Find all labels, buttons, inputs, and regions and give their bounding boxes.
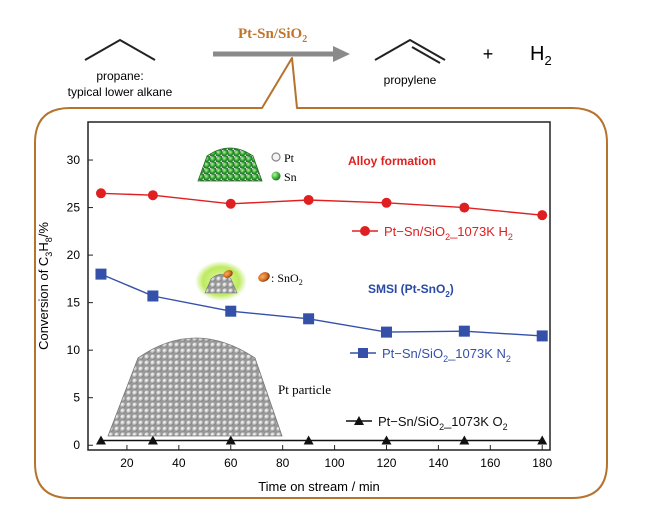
x-tick-label: 20 [120, 456, 134, 470]
data-point-1 [147, 290, 159, 302]
y-tick-label: 0 [73, 438, 80, 452]
series-line-1 [100, 273, 543, 337]
data-point-1 [225, 305, 237, 317]
data-point-2 [225, 435, 236, 445]
propylene-label: propylene [384, 73, 437, 87]
y-tick-label: 30 [67, 153, 81, 167]
hydrogen-label: H2 [530, 43, 552, 68]
legend-n2-marker [358, 348, 368, 358]
data-point-2 [537, 435, 548, 445]
sno2-label: : SnO2 [271, 271, 303, 287]
sn-atom-label: Sn [284, 170, 297, 184]
catalyst-label: Pt-Sn/SiO2 [238, 26, 307, 45]
sno2-icon [258, 272, 270, 282]
y-tick-label: 15 [67, 296, 81, 310]
series-layer [95, 188, 548, 445]
legend-h2-marker [360, 226, 370, 236]
data-point-0 [537, 210, 548, 221]
data-point-2 [459, 435, 470, 445]
x-tick-label: 120 [376, 456, 396, 470]
x-tick-label: 40 [172, 456, 186, 470]
y-tick-label: 20 [67, 248, 81, 262]
y-axis-label: Conversion of C3H8/% [36, 222, 54, 350]
data-point-0 [459, 202, 470, 213]
data-point-1 [458, 325, 470, 337]
series-line-0 [100, 192, 543, 216]
reaction-arrow-head [333, 46, 350, 62]
propane-label-line1: propane: [96, 69, 143, 83]
plot-area [87, 121, 551, 451]
propane-label-line2: typical lower alkane [68, 85, 173, 99]
propylene-double-bond [411, 46, 441, 64]
data-point-2 [303, 435, 314, 445]
pt-atom-icon [271, 152, 281, 162]
data-point-1 [95, 268, 107, 280]
data-point-1 [380, 326, 392, 338]
data-point-1 [303, 313, 315, 325]
conversion-chart: 20 40 60 80 100 120 140 160 180 0 5 10 15 20 25 30 Time… [36, 121, 553, 494]
legend-h2-text: Pt−Sn/SiO2_1073K H2 [384, 224, 513, 242]
x-tick-label: 140 [428, 456, 448, 470]
data-point-2 [147, 435, 158, 445]
reaction-scheme: propane: typical lower alkane Pt-Sn/SiO2… [68, 26, 552, 99]
pt-atom-label: Pt [284, 151, 295, 165]
x-tick-label: 100 [325, 456, 345, 470]
y-tick-label: 5 [73, 391, 80, 405]
pt-particle-illustration [107, 337, 283, 437]
data-point-1 [536, 330, 548, 342]
sno2-legend: : SnO2 [258, 271, 303, 287]
data-point-0 [225, 198, 236, 209]
data-point-0 [381, 197, 392, 208]
smsi-annotation: SMSI (Pt-SnO2) [368, 282, 454, 299]
x-tick-label: 60 [224, 456, 238, 470]
data-point-0 [147, 190, 158, 201]
alloy-formation-annotation: Alloy formation [348, 154, 436, 168]
pt-particle-label: Pt particle [278, 382, 331, 397]
data-point-2 [95, 435, 106, 445]
legend-n2: Pt−Sn/SiO2_1073K N2 [350, 346, 511, 364]
atom-legend: Pt Sn [271, 151, 297, 184]
propane-skeletal-structure [84, 38, 156, 61]
y-tick-label: 25 [67, 201, 81, 215]
smsi-particle-illustration [195, 261, 247, 301]
x-tick-label: 160 [480, 456, 500, 470]
x-tick-label: 180 [532, 456, 552, 470]
plus-sign: + [483, 44, 494, 64]
legend-n2-text: Pt−Sn/SiO2_1073K N2 [382, 346, 511, 364]
callout-frame [34, 57, 608, 499]
y-tick-label: 10 [67, 343, 81, 357]
sn-atom-icon [271, 171, 281, 181]
legend-h2: Pt−Sn/SiO2_1073K H2 [352, 224, 513, 242]
x-tick-label: 80 [276, 456, 290, 470]
legend-o2: Pt−Sn/SiO2_1073K O2 [346, 414, 508, 432]
propylene-skeletal-structure [374, 38, 446, 61]
data-point-0 [303, 194, 314, 205]
alloy-particle-illustration [197, 147, 263, 182]
axis-ticks: 20 40 60 80 100 120 140 160 180 0 5 10 15 20 25 30 [67, 153, 553, 470]
data-point-2 [381, 435, 392, 445]
legend-o2-text: Pt−Sn/SiO2_1073K O2 [378, 414, 508, 432]
x-axis-label: Time on stream / min [258, 479, 380, 494]
legend-o2-marker [354, 416, 364, 425]
data-point-0 [95, 188, 106, 199]
